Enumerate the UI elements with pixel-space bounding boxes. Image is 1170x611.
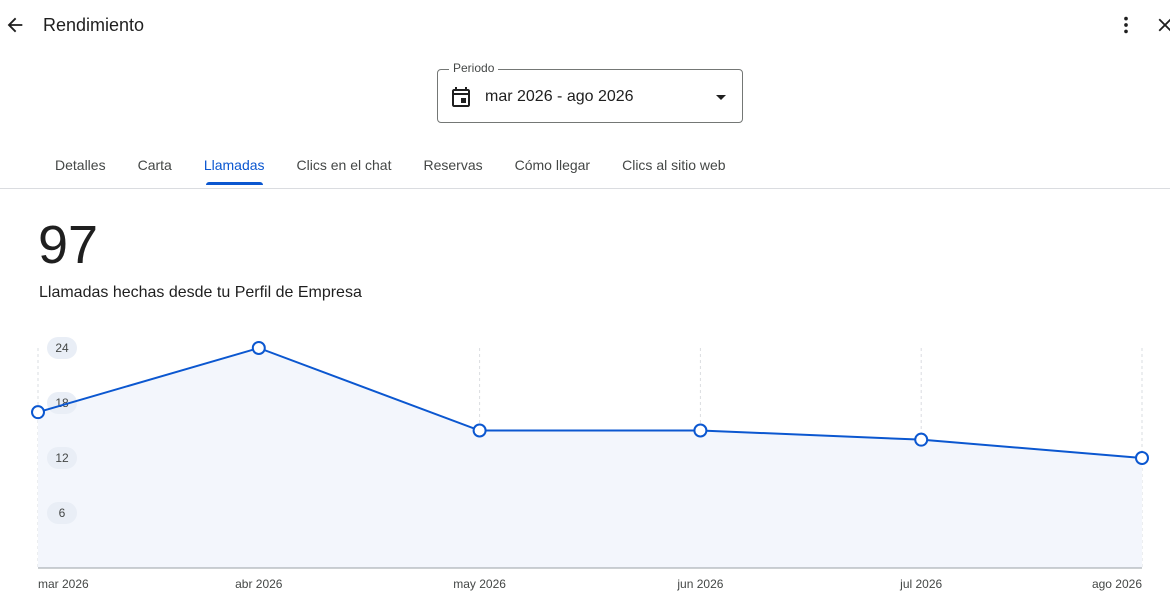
period-select[interactable] xyxy=(437,69,743,123)
area xyxy=(38,348,1142,568)
tab[interactable]: Clics en el chat xyxy=(296,157,392,173)
period-value: mar 2026 - ago 2026 xyxy=(485,88,634,105)
tab[interactable]: Llamadas xyxy=(188,156,281,185)
tab[interactable]: Detalles xyxy=(55,157,106,173)
tab[interactable]: Carta xyxy=(137,157,172,173)
x-tick-label: jul 2026 xyxy=(899,577,942,591)
page-title: Rendimiento xyxy=(43,15,145,35)
point xyxy=(914,432,929,447)
tab[interactable]: Reservas xyxy=(423,157,483,173)
y-tick-pill xyxy=(47,447,77,469)
point xyxy=(251,341,266,355)
period-label: Periodo xyxy=(449,61,499,75)
x-tick-label: ago 2026 xyxy=(1092,577,1142,591)
x-tick-label: abr 2026 xyxy=(235,577,283,591)
x-tick-label: jun 2026 xyxy=(676,577,723,591)
point xyxy=(693,423,708,438)
metric-total: 97 xyxy=(38,215,99,275)
dropdown-arrow xyxy=(716,95,726,100)
y-tick-pill xyxy=(47,337,77,359)
calendar-icon xyxy=(452,87,470,107)
tab[interactable]: Cómo llegar xyxy=(514,157,591,173)
point xyxy=(31,405,45,420)
x-tick-label: may 2026 xyxy=(453,577,506,591)
tab-bar: Detalles Carta Llamadas Clics en el chat Res… xyxy=(39,156,742,185)
x-tick-label: mar 2026 xyxy=(38,577,89,591)
point xyxy=(1135,451,1149,465)
y-tick-pill xyxy=(47,392,77,414)
back-button[interactable] xyxy=(4,14,26,36)
tab-divider xyxy=(0,188,1170,189)
metric-description: Llamadas hechas desde tu Perfil de Empre… xyxy=(39,284,362,301)
y-tick-label: 12 xyxy=(55,451,69,465)
close-button[interactable] xyxy=(1154,14,1170,36)
y-tick-label: 6 xyxy=(59,506,66,520)
more-menu[interactable] xyxy=(1115,14,1137,36)
point xyxy=(472,423,487,438)
y-tick-pill xyxy=(47,502,77,524)
y-tick-label: 24 xyxy=(55,341,69,355)
line xyxy=(37,346,1143,459)
tab[interactable]: Clics al sitio web xyxy=(622,157,726,173)
